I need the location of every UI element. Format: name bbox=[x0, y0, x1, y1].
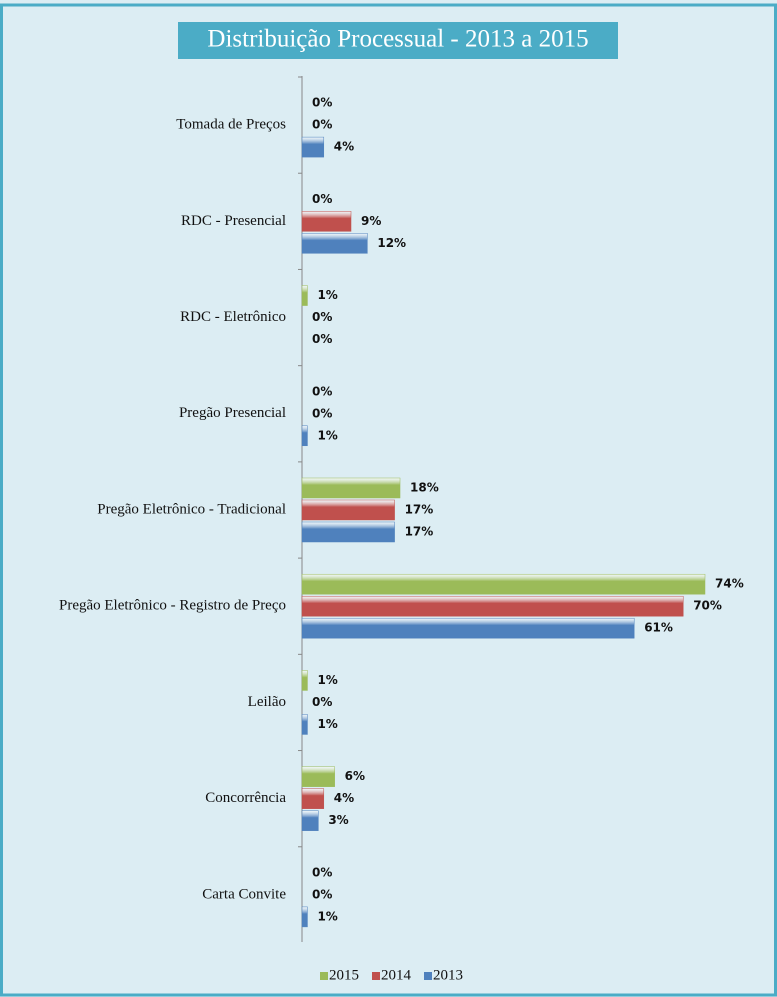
value-label: 4% bbox=[334, 140, 354, 154]
bar bbox=[301, 233, 368, 254]
value-label: 61% bbox=[644, 621, 673, 635]
value-label: 0% bbox=[312, 695, 332, 709]
title-box bbox=[178, 22, 618, 59]
category-label: Leilão bbox=[248, 694, 286, 710]
category-label: Pregão Eletrônico - Tradicional bbox=[97, 501, 286, 517]
bar bbox=[301, 211, 352, 232]
category-label: RDC - Presencial bbox=[181, 213, 286, 229]
legend-label: 2014 bbox=[381, 967, 412, 983]
value-label: 0% bbox=[312, 406, 332, 420]
value-label: 0% bbox=[312, 332, 332, 346]
bar bbox=[301, 906, 308, 928]
legend-swatch bbox=[372, 972, 380, 980]
value-label: 0% bbox=[312, 192, 332, 206]
bar bbox=[301, 285, 308, 306]
value-label: 6% bbox=[345, 769, 365, 783]
legend-swatch bbox=[320, 972, 328, 980]
value-label: 0% bbox=[312, 887, 332, 901]
value-label: 1% bbox=[317, 428, 337, 442]
bar bbox=[301, 670, 308, 691]
value-label: 17% bbox=[405, 503, 434, 517]
category-label: Concorrência bbox=[205, 790, 286, 806]
value-label: 17% bbox=[405, 525, 434, 539]
value-label: 0% bbox=[312, 865, 332, 879]
value-label: 1% bbox=[317, 288, 337, 302]
category-label: Pregão Presencial bbox=[179, 405, 286, 421]
bar bbox=[301, 766, 335, 787]
chart-border bbox=[0, 3, 777, 997]
category-label: Tomada de Preços bbox=[176, 117, 286, 133]
bar bbox=[301, 425, 308, 447]
value-label: 0% bbox=[312, 310, 332, 324]
category-label: Pregão Eletrônico - Registro de Preço bbox=[59, 598, 286, 614]
value-label: 1% bbox=[317, 717, 337, 731]
bar bbox=[301, 136, 325, 158]
bar bbox=[301, 788, 325, 809]
bar bbox=[301, 573, 706, 595]
chart-title: Distribuição Processual - 2013 a 2015 bbox=[207, 26, 588, 53]
value-label: 4% bbox=[334, 791, 354, 805]
legend-label: 2013 bbox=[433, 967, 463, 983]
value-label: 9% bbox=[361, 214, 381, 228]
bar bbox=[301, 477, 401, 499]
bar bbox=[301, 810, 319, 831]
legend-label: 2015 bbox=[329, 967, 359, 983]
bar bbox=[301, 617, 635, 639]
bar bbox=[301, 521, 395, 543]
value-label: 74% bbox=[715, 577, 744, 591]
bar bbox=[301, 714, 308, 735]
value-label: 0% bbox=[312, 384, 332, 398]
value-label: 18% bbox=[410, 481, 439, 495]
bar bbox=[301, 499, 395, 521]
value-label: 3% bbox=[328, 813, 348, 827]
bar bbox=[301, 595, 684, 617]
value-label: 12% bbox=[377, 236, 406, 250]
category-label: Carta Convite bbox=[202, 886, 286, 902]
legend-swatch bbox=[424, 972, 432, 980]
value-label: 1% bbox=[317, 673, 337, 687]
value-label: 1% bbox=[317, 909, 337, 923]
value-label: 0% bbox=[312, 96, 332, 110]
value-label: 70% bbox=[693, 599, 722, 613]
value-label: 0% bbox=[312, 118, 332, 132]
category-label: RDC - Eletrônico bbox=[180, 309, 286, 325]
